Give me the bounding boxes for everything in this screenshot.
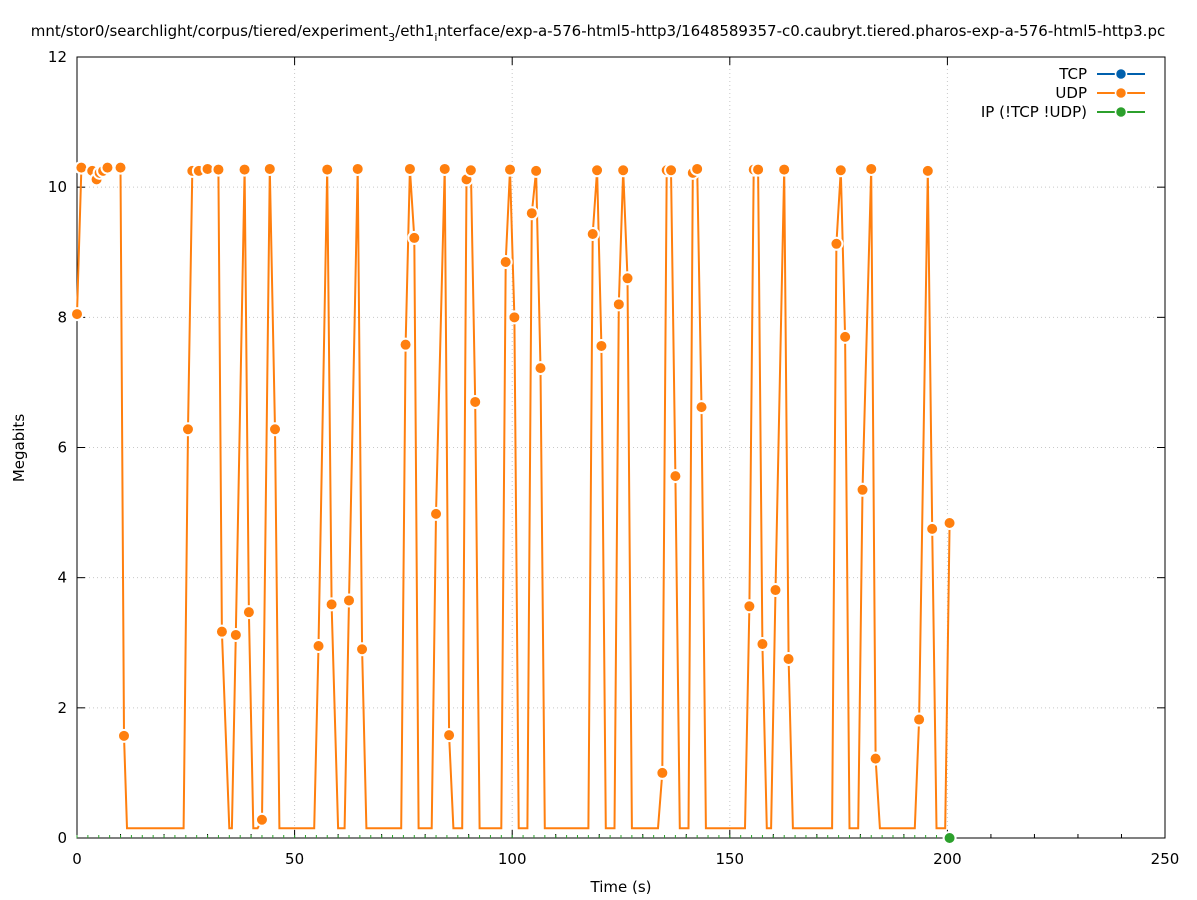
data-point bbox=[925, 521, 940, 536]
x-axis-label: Time (s) bbox=[590, 878, 652, 896]
data-point bbox=[180, 422, 195, 437]
data-point bbox=[211, 162, 226, 177]
data-point bbox=[690, 161, 705, 176]
y-tick-label: 2 bbox=[57, 699, 67, 717]
data-point bbox=[237, 162, 252, 177]
x-tick-label: 150 bbox=[715, 850, 744, 868]
data-point bbox=[498, 255, 513, 270]
legend-marker bbox=[1114, 105, 1128, 119]
data-point bbox=[777, 162, 792, 177]
data-point bbox=[920, 163, 935, 178]
data-point bbox=[942, 515, 957, 530]
data-point bbox=[838, 329, 853, 344]
y-tick-label: 12 bbox=[48, 48, 67, 66]
x-tick-label: 0 bbox=[72, 850, 82, 868]
data-point bbox=[468, 394, 483, 409]
data-point bbox=[864, 161, 879, 176]
title-subscript-2: i bbox=[434, 31, 437, 44]
data-point bbox=[829, 236, 844, 251]
data-point bbox=[402, 161, 417, 176]
data-point bbox=[620, 271, 635, 286]
data-point bbox=[262, 161, 277, 176]
data-point bbox=[833, 163, 848, 178]
data-point bbox=[781, 652, 796, 667]
data-point bbox=[507, 310, 522, 325]
grid bbox=[77, 57, 1165, 838]
data-point bbox=[100, 160, 115, 175]
data-point bbox=[585, 227, 600, 242]
data-point bbox=[668, 469, 683, 484]
data-point bbox=[355, 642, 370, 657]
x-tick-label: 250 bbox=[1151, 850, 1180, 868]
data-point bbox=[751, 162, 766, 177]
data-point bbox=[241, 605, 256, 620]
y-tick-label: 10 bbox=[48, 178, 67, 196]
data-point bbox=[254, 812, 269, 827]
chart-title: mnt/stor0/searchlight/corpus/tiered/expe… bbox=[31, 22, 1165, 44]
data-point bbox=[268, 422, 283, 437]
y-axis-label: Megabits bbox=[10, 414, 28, 482]
data-point bbox=[524, 206, 539, 221]
data-point bbox=[117, 728, 132, 743]
data-point bbox=[942, 831, 957, 845]
data-point bbox=[407, 230, 422, 245]
data-point bbox=[590, 163, 605, 178]
data-point bbox=[594, 338, 609, 353]
data-point bbox=[429, 506, 444, 521]
data-point bbox=[533, 361, 548, 376]
data-point bbox=[437, 161, 452, 176]
data-point bbox=[868, 751, 883, 766]
legend-label: UDP bbox=[1055, 84, 1087, 102]
data-point bbox=[503, 162, 518, 177]
data-point bbox=[694, 400, 709, 415]
axis-ticks: 0 50 100 150 200 250 0 2 4 6 8 10 12 bbox=[48, 48, 1179, 868]
legend-label: IP (!TCP !UDP) bbox=[981, 103, 1087, 121]
legend-marker bbox=[1114, 86, 1128, 100]
data-point bbox=[529, 163, 544, 178]
y-tick-label: 6 bbox=[57, 439, 67, 457]
data-point bbox=[755, 637, 770, 652]
data-point bbox=[70, 307, 84, 322]
title-part-2: /eth1 bbox=[395, 22, 434, 40]
legend-marker bbox=[1114, 67, 1128, 81]
data-point bbox=[228, 627, 243, 642]
data-point bbox=[664, 163, 679, 178]
y-tick-label: 8 bbox=[57, 308, 67, 326]
data-point bbox=[324, 597, 339, 612]
data-point bbox=[463, 163, 478, 178]
data-point bbox=[768, 583, 783, 598]
data-point bbox=[342, 593, 356, 608]
y-tick-label: 0 bbox=[57, 829, 67, 847]
data-point bbox=[320, 162, 335, 177]
x-tick-label: 200 bbox=[933, 850, 962, 868]
data-point bbox=[398, 337, 413, 352]
legend-label: TCP bbox=[1058, 65, 1087, 83]
series-layer bbox=[70, 160, 957, 845]
data-point bbox=[214, 624, 229, 639]
data-point bbox=[113, 160, 128, 175]
x-tick-label: 100 bbox=[498, 850, 527, 868]
title-subscript-1: 3 bbox=[388, 31, 395, 44]
data-point bbox=[442, 728, 457, 743]
title-part-1: mnt/stor0/searchlight/corpus/tiered/expe… bbox=[31, 22, 388, 40]
y-tick-label: 4 bbox=[57, 569, 67, 587]
data-point bbox=[616, 163, 631, 178]
title-part-3: nterface/exp-a-576-html5-http3/164858935… bbox=[437, 22, 1165, 40]
data-point bbox=[912, 712, 927, 727]
data-point bbox=[742, 599, 757, 614]
data-point bbox=[655, 765, 670, 780]
x-tick-label: 50 bbox=[285, 850, 304, 868]
data-point bbox=[855, 482, 870, 497]
data-point bbox=[311, 639, 326, 654]
data-point bbox=[611, 297, 626, 312]
series-line-udp bbox=[76, 166, 951, 830]
data-point bbox=[350, 161, 365, 176]
